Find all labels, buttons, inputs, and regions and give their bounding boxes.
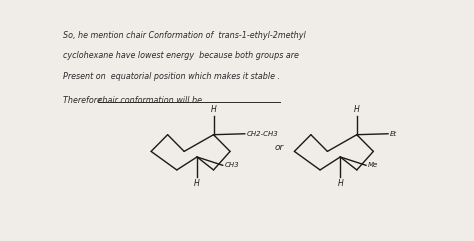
Text: H: H (194, 179, 200, 188)
Text: or: or (275, 143, 284, 152)
Text: H: H (354, 105, 360, 114)
Text: Me: Me (368, 162, 378, 168)
Text: CH3: CH3 (225, 162, 239, 168)
Text: Therefore: Therefore (63, 96, 107, 105)
Text: H: H (210, 105, 217, 114)
Text: cyclohexane have lowest energy  because both groups are: cyclohexane have lowest energy because b… (63, 51, 299, 60)
Text: CH2-CH3: CH2-CH3 (246, 131, 278, 137)
Text: Et: Et (390, 131, 397, 137)
Text: H: H (337, 179, 343, 188)
Text: Present on  equatorial position which makes it stable .: Present on equatorial position which mak… (63, 72, 280, 80)
Text: So, he mention chair Conformation of  trans-1-ethyl-2methyl: So, he mention chair Conformation of tra… (63, 31, 306, 40)
Text: chair conformation will be: chair conformation will be (98, 96, 202, 105)
